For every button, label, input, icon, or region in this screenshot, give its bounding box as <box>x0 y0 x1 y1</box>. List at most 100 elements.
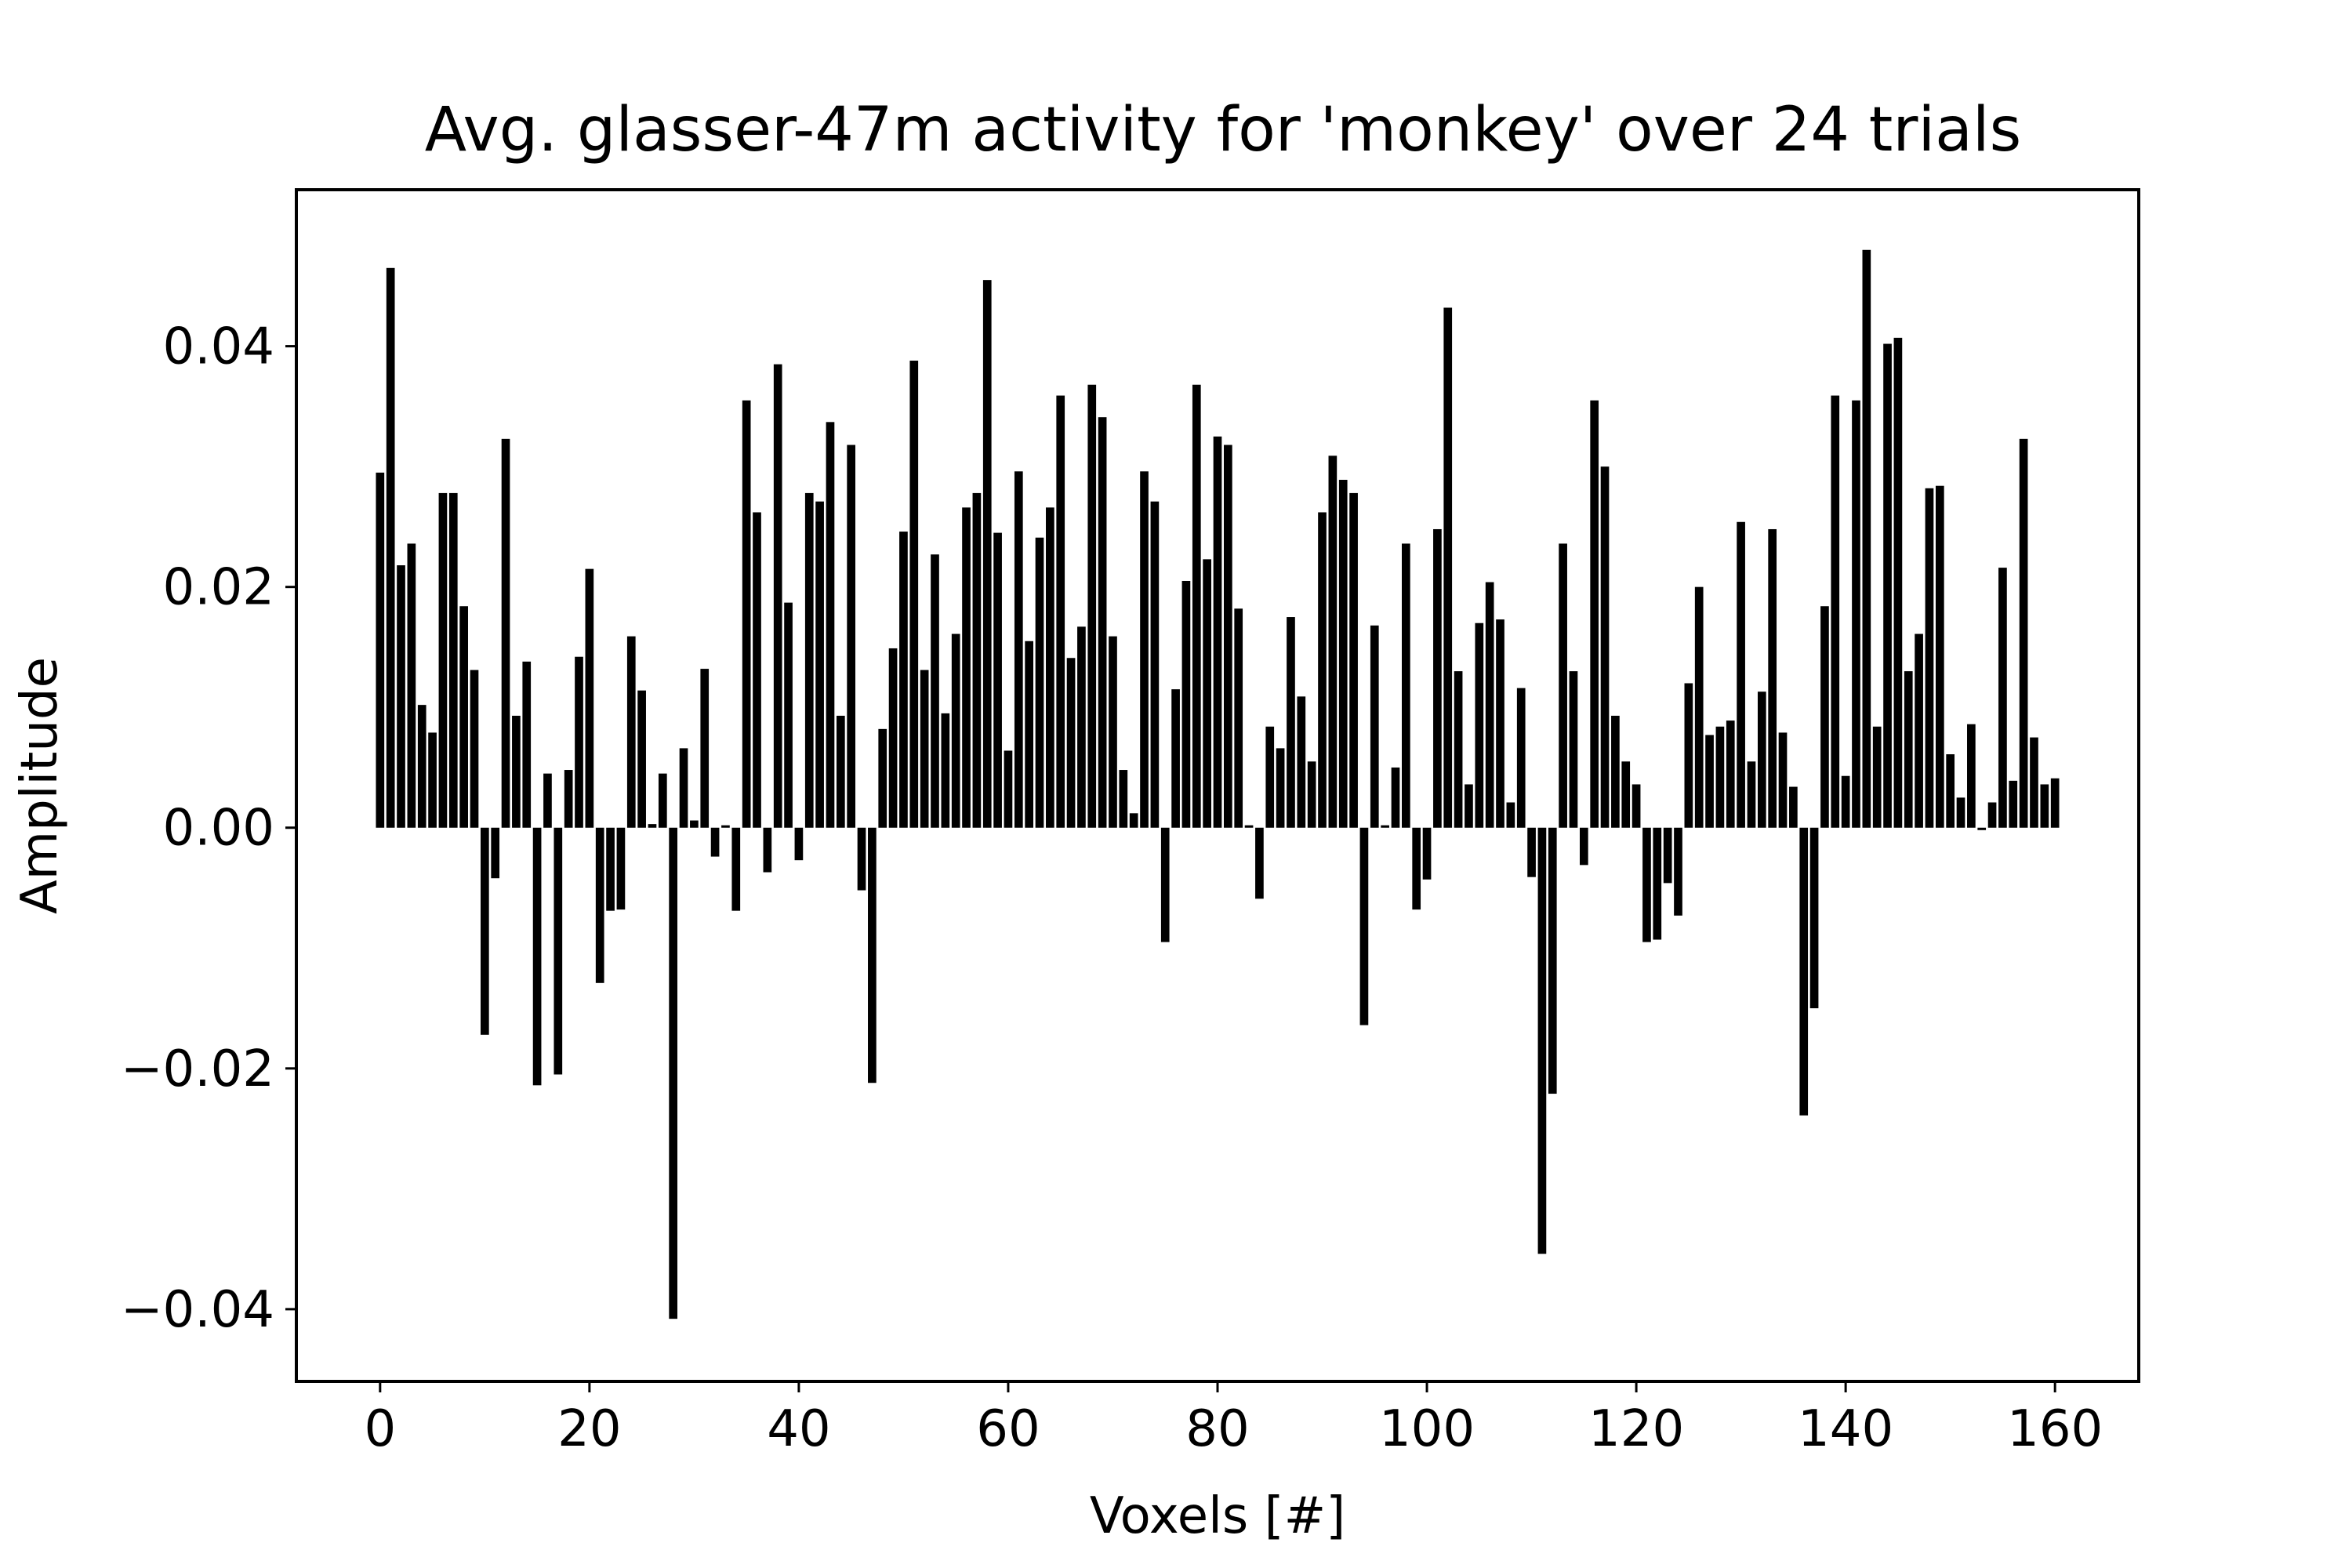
x-tick-label: 120 <box>1588 1400 1684 1458</box>
bar <box>407 543 416 828</box>
bar <box>2030 737 2038 828</box>
bar <box>1181 580 1191 828</box>
bar <box>1192 384 1201 828</box>
bar <box>1579 827 1588 866</box>
bar <box>1109 636 1117 828</box>
bar <box>1066 658 1076 828</box>
x-tick-label: 140 <box>1798 1400 1893 1458</box>
bar <box>1809 827 1819 1009</box>
bar <box>1412 827 1421 910</box>
bar <box>575 656 583 828</box>
bar <box>1140 471 1149 828</box>
bar <box>543 773 552 828</box>
y-tick-label: 0.04 <box>163 318 275 376</box>
bar <box>2019 438 2028 828</box>
bar <box>826 422 835 828</box>
bar <box>1213 436 1222 828</box>
bar <box>481 827 489 1035</box>
bar <box>1150 501 1160 828</box>
bar <box>1465 784 1473 828</box>
bar <box>941 713 950 828</box>
bar <box>501 438 510 828</box>
bar <box>1203 559 1211 828</box>
y-tick-label: −0.02 <box>121 1040 274 1098</box>
bar <box>1726 720 1735 828</box>
bar <box>1600 466 1610 828</box>
x-axis: 0 20 40 60 80 100 120 140 160 <box>364 1381 2103 1458</box>
y-tick-label: 0.02 <box>163 559 275 617</box>
bar <box>1674 827 1682 916</box>
bar <box>1757 691 1766 828</box>
bar <box>1956 797 1965 828</box>
bar <box>1831 395 1840 828</box>
bar <box>1297 696 1306 828</box>
bar <box>1077 626 1086 828</box>
bar <box>1872 726 1882 828</box>
bar <box>815 501 824 828</box>
bar <box>1422 827 1432 880</box>
bar <box>616 827 626 910</box>
bar <box>920 670 929 828</box>
bar <box>1789 786 1798 828</box>
bar <box>1056 395 1065 828</box>
bar <box>491 827 500 879</box>
bar <box>1255 827 1264 899</box>
bar <box>1318 512 1327 828</box>
bar <box>804 492 814 828</box>
bar <box>1705 735 1714 828</box>
bar <box>1632 784 1641 828</box>
bar <box>438 492 448 828</box>
bar <box>1381 825 1389 828</box>
bar <box>721 825 730 828</box>
bar <box>626 636 636 828</box>
bar <box>658 773 667 828</box>
x-tick-label: 160 <box>2007 1400 2103 1458</box>
bar <box>1935 485 1944 828</box>
x-tick-label: 20 <box>557 1400 621 1458</box>
bar <box>428 732 437 828</box>
bar <box>1035 537 1044 828</box>
bar <box>669 827 678 1319</box>
bar <box>1611 715 1620 828</box>
bar <box>1642 827 1651 942</box>
bar <box>386 267 395 828</box>
bar <box>1946 754 1955 828</box>
bar <box>637 690 646 828</box>
bar-series <box>376 249 2060 1319</box>
bar <box>1224 445 1232 828</box>
bar <box>1004 750 1013 828</box>
bar <box>763 827 772 873</box>
bar <box>448 492 458 828</box>
bar <box>1234 608 1243 828</box>
bar <box>1328 456 1338 828</box>
bar <box>1862 249 1871 828</box>
y-tick-label: 0.00 <box>163 800 275 858</box>
bar <box>753 512 761 828</box>
bar <box>522 661 532 828</box>
bar <box>993 532 1002 828</box>
bar <box>1516 688 1526 828</box>
bar <box>1737 521 1745 828</box>
bar <box>868 827 877 1083</box>
bar <box>1119 770 1128 828</box>
bar <box>1590 400 1599 828</box>
bar <box>585 568 594 828</box>
bar <box>1653 827 1662 940</box>
bar <box>1244 825 1254 828</box>
bar <box>1527 827 1536 877</box>
bar <box>1893 337 1903 828</box>
y-axis: −0.04 −0.02 0.00 0.02 0.04 <box>121 318 296 1339</box>
bar <box>679 748 688 828</box>
bar <box>1087 384 1097 828</box>
bar <box>1768 528 1777 828</box>
bar <box>1338 480 1348 828</box>
bar <box>1402 543 1410 828</box>
bar <box>1160 827 1170 942</box>
bar <box>899 532 908 828</box>
bar <box>1391 767 1400 828</box>
bar <box>2009 780 2018 828</box>
bar <box>847 445 856 828</box>
bar <box>595 827 604 983</box>
bar <box>1778 732 1788 828</box>
